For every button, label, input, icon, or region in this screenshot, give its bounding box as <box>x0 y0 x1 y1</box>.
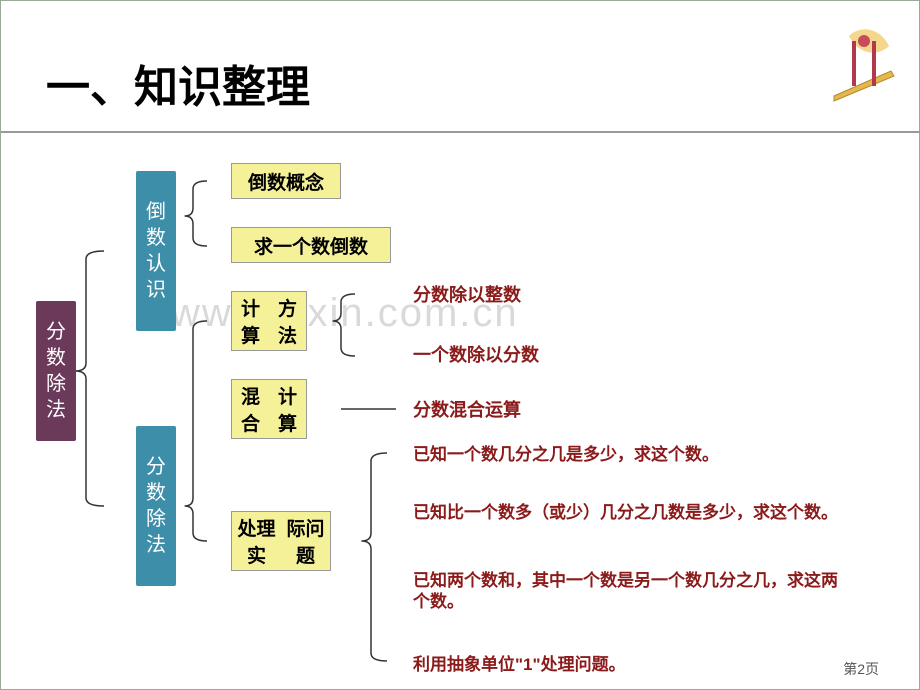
node-r6: 已知两个数和，其中一个数是另一个数几分之几，求这两个数。 <box>413 569 853 613</box>
slide-title: 一、知识整理 <box>46 51 310 115</box>
decoration-icon <box>829 26 899 106</box>
node-r5: 已知比一个数多（或少）几分之几数是多少，求这个数。 <box>413 491 853 535</box>
node-y3b: 混合计算 <box>231 379 307 439</box>
node-root: 分数除法 <box>36 301 76 441</box>
node-teal2: 分数除法 <box>136 426 176 586</box>
node-teal1: 倒数认识 <box>136 171 176 331</box>
slide-container: 一、知识整理 www.zixin.com.cn 第2页 分数除法倒数认识分数除法… <box>0 0 920 690</box>
node-y3a: 计算方法 <box>231 291 307 351</box>
title-underline <box>1 131 920 133</box>
node-r4: 已知一个数几分之几是多少，求这个数。 <box>413 441 853 469</box>
node-r7: 利用抽象单位"1"处理问题。 <box>413 651 853 679</box>
node-y3c: 处理实际问题 <box>231 511 331 571</box>
node-r2: 一个数除以分数 <box>413 341 633 369</box>
node-y2: 求一个数倒数 <box>231 227 391 263</box>
node-y1: 倒数概念 <box>231 163 341 199</box>
node-r1: 分数除以整数 <box>413 281 613 309</box>
node-r3: 分数混合运算 <box>413 396 613 424</box>
